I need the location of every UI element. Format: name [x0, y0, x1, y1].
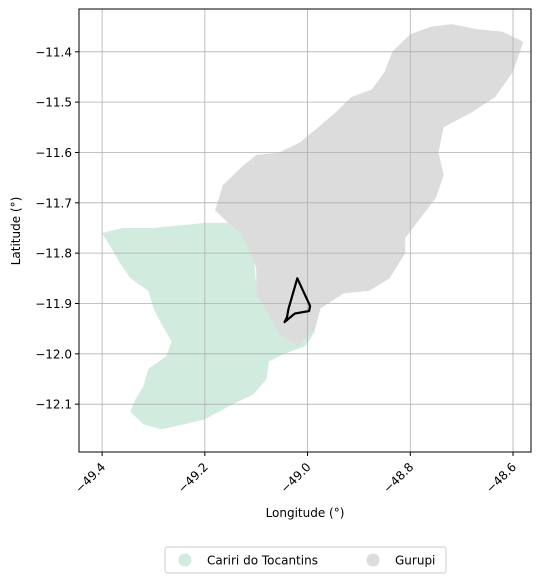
- y-axis-label: Latitude (°): [9, 197, 23, 266]
- y-tick-label: −11.4: [35, 45, 72, 59]
- legend-frame: [164, 546, 447, 574]
- grid-layer: [79, 9, 531, 452]
- x-tick-label: −49.2: [175, 460, 211, 496]
- legend-label-gurupi: Gurupi: [395, 554, 435, 568]
- outline-layer: [283, 277, 312, 324]
- x-axis-label: Longitude (°): [266, 506, 345, 520]
- legend-marker-gurupi: [366, 553, 380, 567]
- y-tick-label: −11.7: [35, 196, 72, 210]
- legend-marker-cariri: [178, 553, 192, 567]
- y-tick-label: −12.1: [35, 398, 72, 412]
- region-outline: [283, 277, 312, 324]
- x-tick-label: −49.4: [72, 460, 108, 496]
- region-layer: [102, 24, 524, 430]
- y-tick-label: −11.9: [35, 297, 72, 311]
- region-cariri-do-tocantins: [102, 222, 316, 430]
- x-tick-label: −49.0: [278, 460, 314, 496]
- legend-label-cariri: Cariri do Tocantins: [207, 554, 318, 568]
- y-tick-label: −11.8: [35, 247, 72, 261]
- y-tick-label: −12.0: [35, 347, 72, 361]
- y-tick-label: −11.5: [35, 96, 72, 110]
- plot-frame: [78, 8, 532, 453]
- y-tick-label: −11.6: [35, 146, 72, 160]
- region-gurupi: [215, 24, 524, 347]
- legend: Cariri do Tocantins Gurupi: [164, 546, 447, 574]
- x-tick-label: −48.8: [381, 460, 417, 496]
- x-tick-label: −48.6: [483, 460, 519, 496]
